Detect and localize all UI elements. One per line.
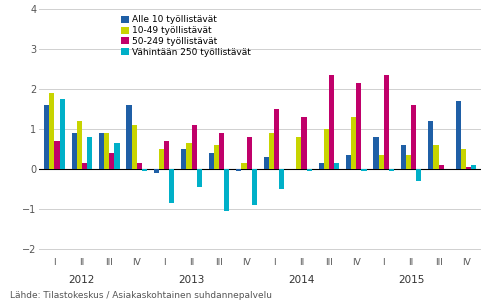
Bar <box>49 93 55 169</box>
Bar <box>44 105 49 169</box>
Bar <box>389 169 394 171</box>
Bar <box>434 145 438 169</box>
Bar <box>306 169 312 171</box>
Bar <box>72 133 77 169</box>
Bar <box>296 137 301 169</box>
Bar <box>401 145 406 169</box>
Bar <box>274 109 279 169</box>
Bar <box>269 133 274 169</box>
Bar <box>319 163 324 169</box>
Bar <box>187 143 191 169</box>
Bar <box>132 125 136 169</box>
Bar <box>104 133 109 169</box>
Bar <box>361 169 367 171</box>
Bar <box>279 169 284 189</box>
Bar <box>154 169 159 173</box>
Bar <box>411 105 416 169</box>
Bar <box>191 125 197 169</box>
Bar <box>461 149 466 169</box>
Bar <box>126 105 132 169</box>
Bar <box>471 165 476 169</box>
Bar <box>416 169 421 181</box>
Bar <box>114 143 120 169</box>
Bar <box>224 169 229 211</box>
Bar <box>219 133 224 169</box>
Text: Lähde: Tilastokeskus / Asiakaskohtainen suhdannepalvelu: Lähde: Tilastokeskus / Asiakaskohtainen … <box>10 291 272 300</box>
Text: 2015: 2015 <box>398 275 424 285</box>
Bar <box>136 163 142 169</box>
Bar <box>351 117 356 169</box>
Bar <box>169 169 174 203</box>
Bar <box>59 99 65 169</box>
Bar <box>334 163 339 169</box>
Bar <box>109 153 114 169</box>
Bar <box>197 169 202 187</box>
Bar <box>379 155 384 169</box>
Bar <box>252 169 257 205</box>
Bar <box>264 157 269 169</box>
Bar <box>82 163 87 169</box>
Bar <box>99 133 104 169</box>
Bar <box>181 149 187 169</box>
Bar <box>346 155 351 169</box>
Bar <box>159 149 164 169</box>
Bar <box>301 117 306 169</box>
Bar <box>466 167 471 169</box>
Bar <box>236 169 242 171</box>
Bar <box>242 163 246 169</box>
Bar <box>77 121 82 169</box>
Text: 2012: 2012 <box>69 275 95 285</box>
Bar <box>384 75 389 169</box>
Bar <box>456 101 461 169</box>
Bar <box>324 129 329 169</box>
Bar <box>246 137 252 169</box>
Bar <box>209 153 214 169</box>
Bar <box>55 141 59 169</box>
Bar <box>374 137 379 169</box>
Text: 2014: 2014 <box>288 275 315 285</box>
Bar <box>406 155 411 169</box>
Bar <box>142 169 147 171</box>
Bar <box>428 121 434 169</box>
Bar <box>87 137 92 169</box>
Bar <box>438 165 444 169</box>
Bar <box>356 83 361 169</box>
Legend: Alle 10 työllistävät, 10-49 työllistävät, 50-249 työllistävät, Vähintään 250 työ: Alle 10 työllistävät, 10-49 työllistävät… <box>119 14 253 59</box>
Text: 2013: 2013 <box>178 275 205 285</box>
Bar <box>214 145 219 169</box>
Bar <box>329 75 334 169</box>
Bar <box>164 141 169 169</box>
